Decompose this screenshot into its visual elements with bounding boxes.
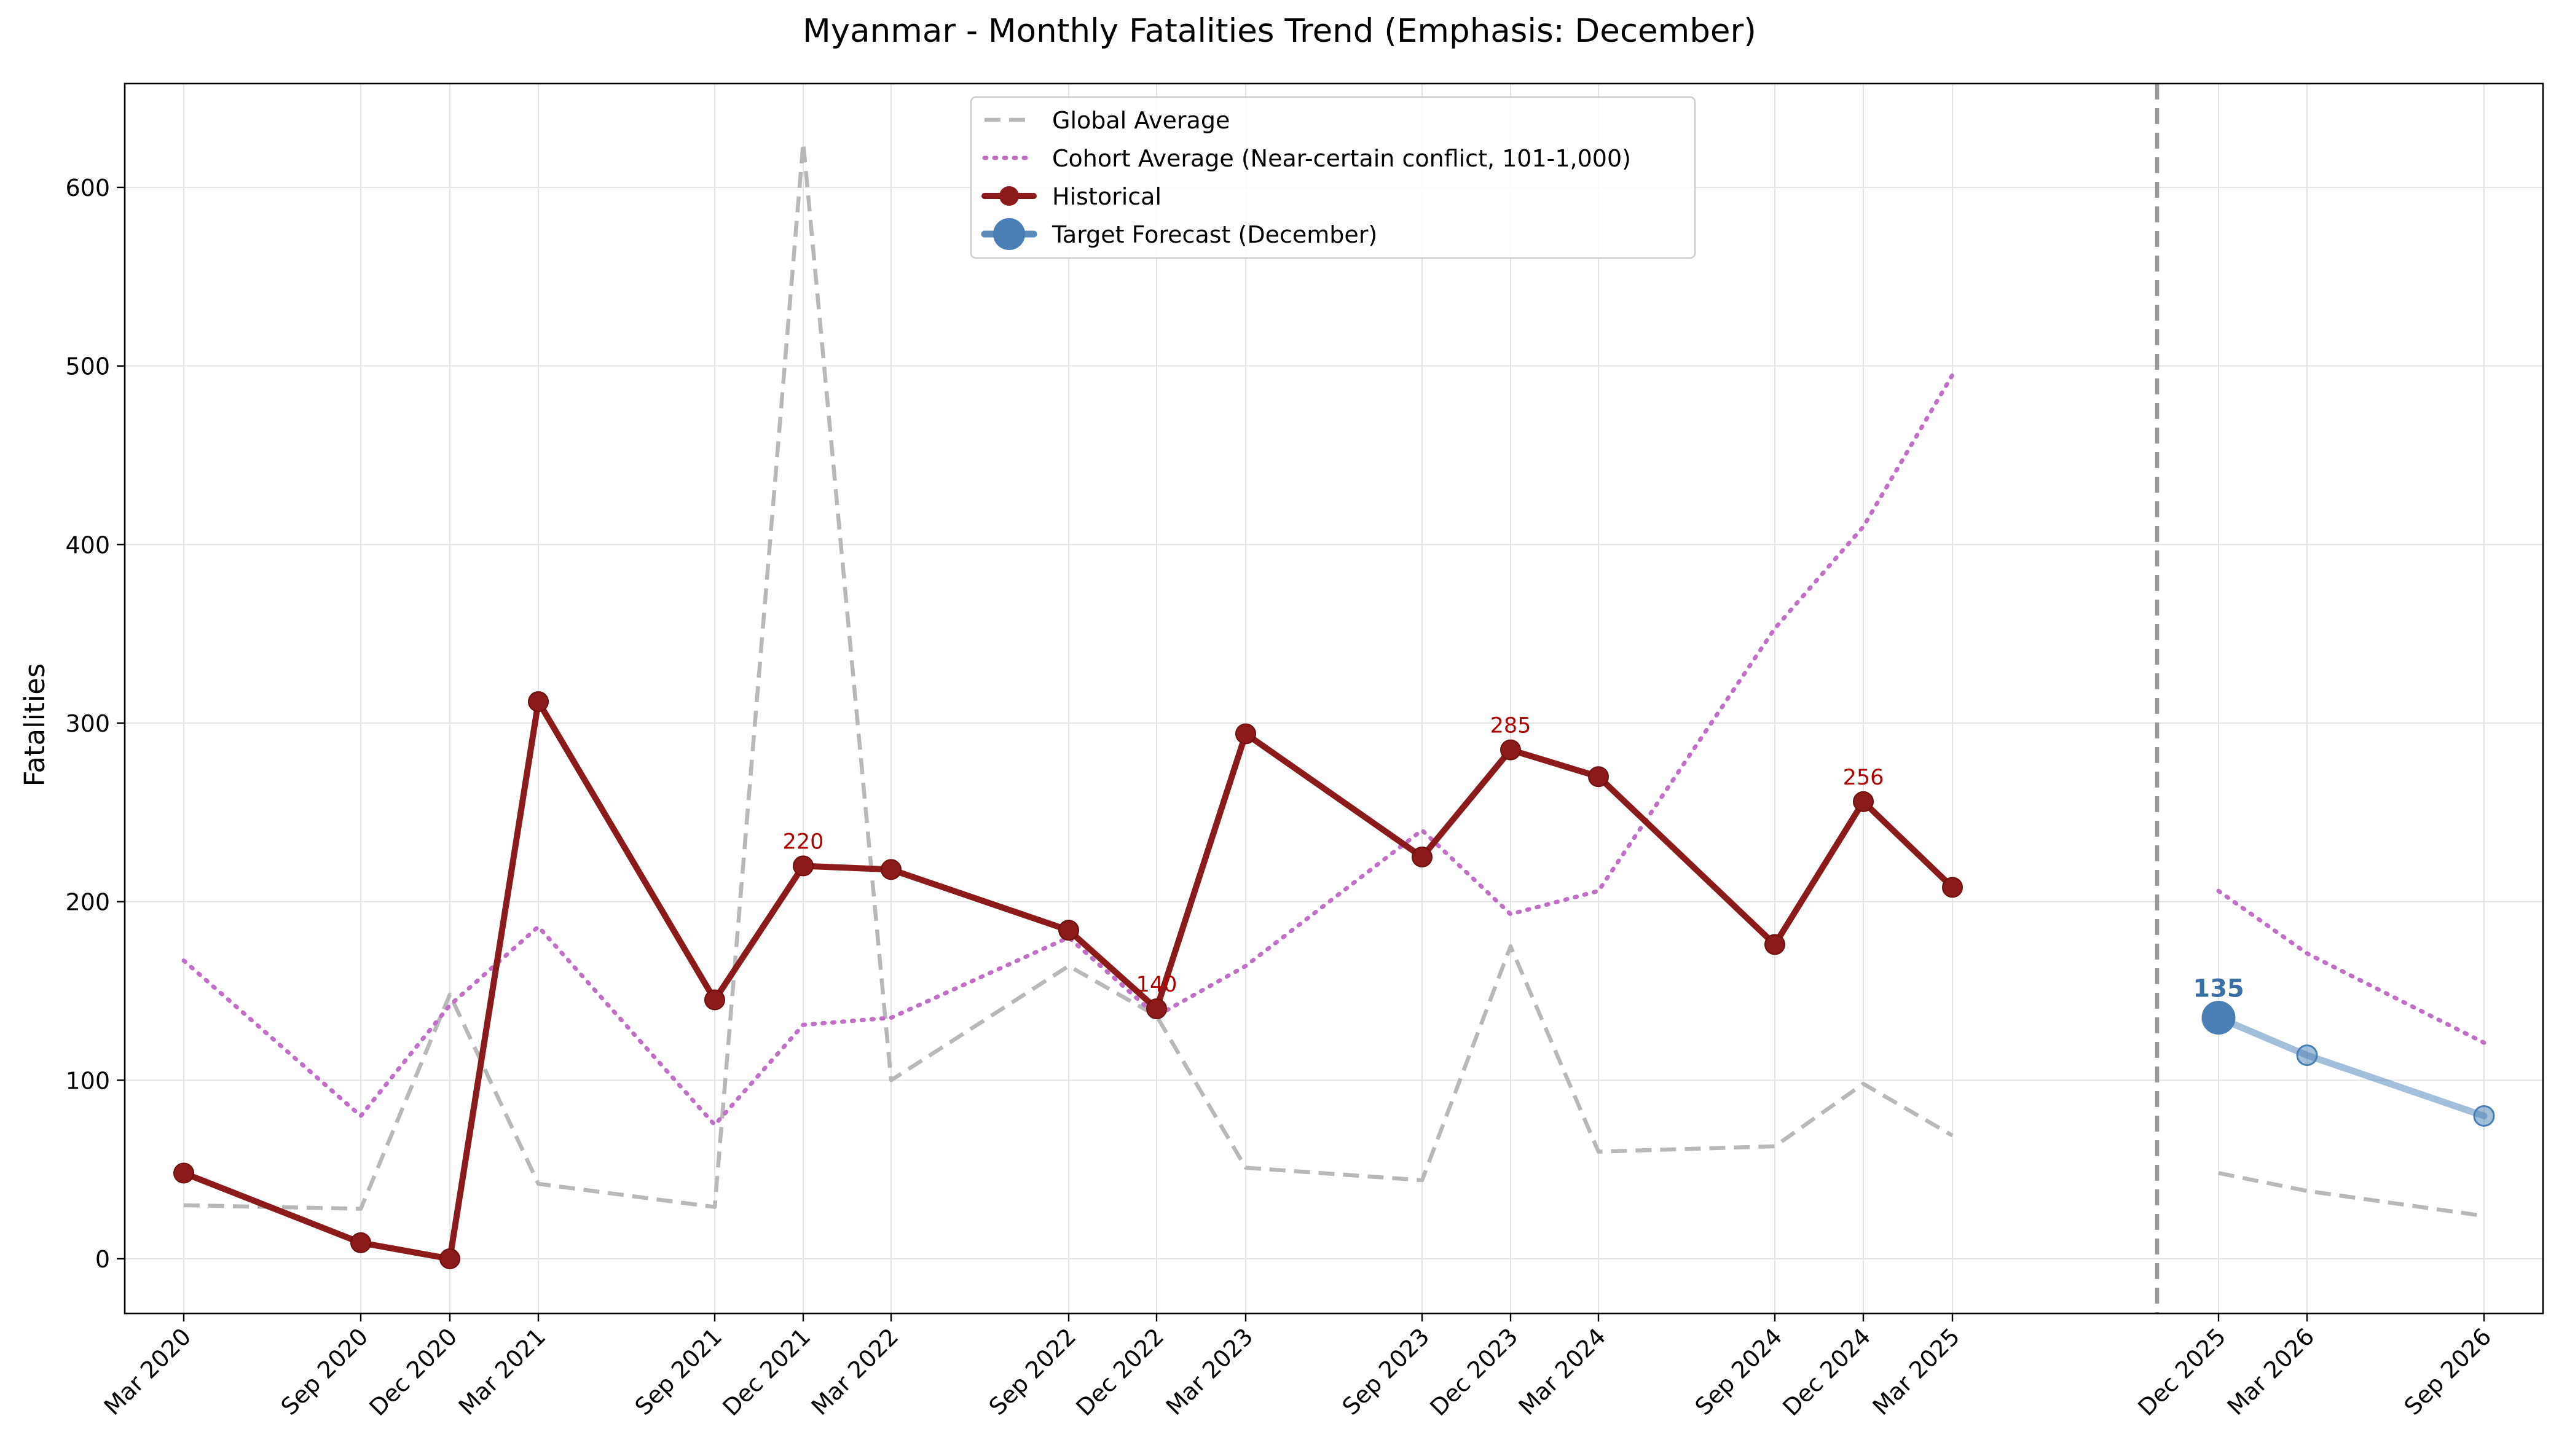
y-axis-label: Fatalities bbox=[18, 663, 51, 787]
y-tick-label: 400 bbox=[65, 531, 110, 558]
series-line-2 bbox=[181, 699, 1956, 1262]
forecast-point bbox=[2473, 1105, 2495, 1127]
y-tick-label: 300 bbox=[65, 710, 110, 737]
historical-point bbox=[439, 1248, 460, 1269]
plot-frame bbox=[124, 82, 2544, 1315]
y-tick-label: 100 bbox=[65, 1067, 110, 1094]
historical-point bbox=[1500, 739, 1521, 761]
legend-marker bbox=[993, 218, 1025, 250]
forecast-point bbox=[2296, 1044, 2318, 1067]
historical-point bbox=[793, 855, 814, 877]
chart-title: Myanmar - Monthly Fatalities Trend (Emph… bbox=[803, 12, 1756, 50]
legend-label: Target Forecast (December) bbox=[1052, 221, 1377, 248]
y-tick-label: 500 bbox=[65, 353, 110, 380]
series-line-1 bbox=[181, 372, 1955, 1127]
historical-point bbox=[1764, 934, 1785, 955]
historical-point bbox=[1058, 920, 1079, 941]
legend-marker bbox=[999, 186, 1019, 206]
historical-point bbox=[1942, 877, 1963, 898]
series-line-0 bbox=[183, 141, 1954, 1211]
legend: Global Average Cohort Average (Near-certa… bbox=[970, 96, 1696, 259]
legend-label: Global Average bbox=[1052, 107, 1230, 134]
legend-box bbox=[970, 96, 1696, 259]
y-tick-label: 600 bbox=[65, 174, 110, 202]
legend-label: Historical bbox=[1052, 183, 1162, 210]
historical-point bbox=[1412, 847, 1433, 867]
data-label: 220 bbox=[783, 830, 824, 855]
data-label: 285 bbox=[1490, 714, 1531, 738]
grid-lines bbox=[125, 84, 2543, 1313]
series-lines bbox=[181, 84, 2488, 1313]
data-label: 256 bbox=[1843, 765, 1884, 790]
data-label: 135 bbox=[2193, 975, 2244, 1003]
series-line-1 bbox=[2216, 888, 2486, 1045]
series-line-0 bbox=[2218, 1171, 2485, 1218]
historical-point bbox=[704, 989, 725, 1011]
historical-point bbox=[1235, 723, 1256, 745]
historical-point bbox=[350, 1232, 371, 1253]
y-tick-label: 0 bbox=[95, 1246, 110, 1273]
historical-point bbox=[1146, 998, 1167, 1020]
historical-point bbox=[1588, 766, 1609, 788]
y-tick-label: 200 bbox=[65, 889, 110, 916]
historical-point bbox=[173, 1162, 194, 1184]
series-markers bbox=[173, 691, 2495, 1269]
forecast-point bbox=[2201, 1001, 2236, 1035]
historical-point bbox=[528, 691, 549, 713]
historical-point bbox=[881, 859, 902, 880]
data-labels: 220 140 285 256 135 bbox=[783, 714, 2244, 1003]
data-label: 140 bbox=[1136, 973, 1177, 997]
legend-label: Cohort Average (Near-certain conflict, 1… bbox=[1052, 145, 1631, 172]
historical-point bbox=[1853, 791, 1874, 812]
